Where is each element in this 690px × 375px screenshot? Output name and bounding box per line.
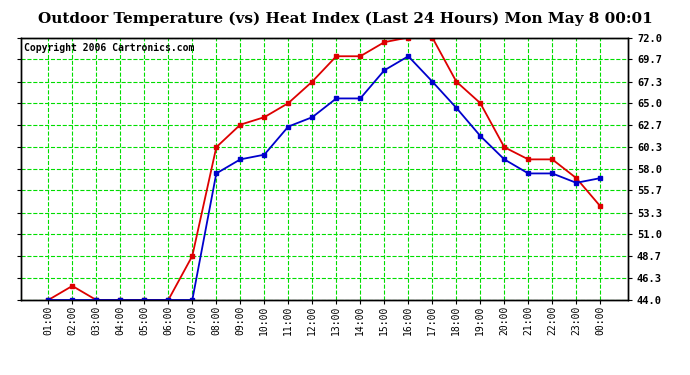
Text: Outdoor Temperature (vs) Heat Index (Last 24 Hours) Mon May 8 00:01: Outdoor Temperature (vs) Heat Index (Las… — [38, 11, 652, 26]
Text: Copyright 2006 Cartronics.com: Copyright 2006 Cartronics.com — [23, 43, 194, 53]
